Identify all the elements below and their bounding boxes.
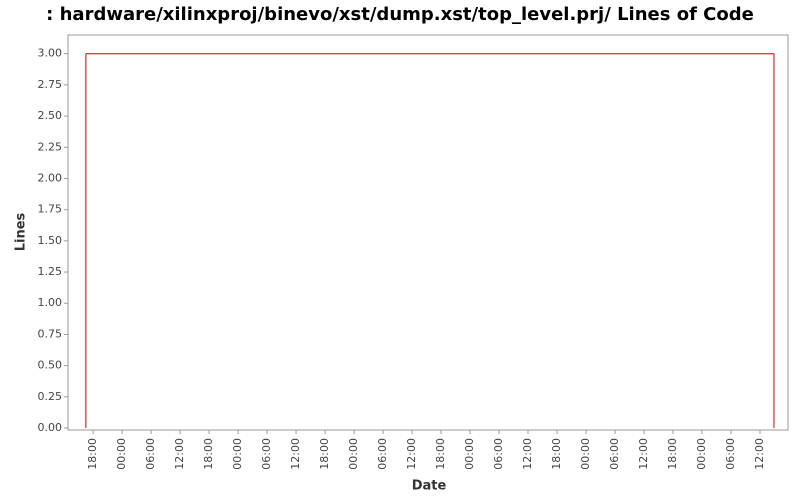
- y-tick-label: 0.50: [38, 359, 63, 372]
- x-tick-label: 06:00: [260, 438, 273, 470]
- x-tick-label: 12:00: [405, 438, 418, 470]
- y-tick-label: 1.50: [38, 234, 63, 247]
- x-tick-label: 18:00: [86, 438, 99, 470]
- y-tick-label: 0.00: [38, 421, 63, 434]
- x-tick-label: 06:00: [724, 438, 737, 470]
- y-axis-label: Lines: [14, 212, 29, 251]
- x-tick-label: 12:00: [173, 438, 186, 470]
- x-tick-label: 06:00: [376, 438, 389, 470]
- x-tick-label: 00:00: [347, 438, 360, 470]
- y-tick-label: 2.00: [38, 171, 63, 184]
- x-tick-label: 18:00: [434, 438, 447, 470]
- y-tick-label: 2.25: [38, 140, 63, 153]
- chart-title: : hardware/xilinxproj/binevo/xst/dump.xs…: [46, 4, 754, 25]
- y-tick-label: 1.25: [38, 265, 63, 278]
- y-tick-label: 0.25: [38, 390, 63, 403]
- x-tick-label: 06:00: [608, 438, 621, 470]
- y-tick-label: 1.75: [38, 203, 63, 216]
- x-tick-label: 00:00: [463, 438, 476, 470]
- x-tick-label: 18:00: [202, 438, 215, 470]
- y-tick-label: 3.00: [38, 47, 63, 60]
- x-tick-label: 12:00: [521, 438, 534, 470]
- x-tick-label: 18:00: [550, 438, 563, 470]
- x-tick-label: 18:00: [666, 438, 679, 470]
- x-tick-label: 18:00: [318, 438, 331, 470]
- y-tick-label: 2.50: [38, 109, 63, 122]
- x-tick-label: 12:00: [753, 438, 766, 470]
- y-tick-label: 2.75: [38, 78, 63, 91]
- x-tick-label: 12:00: [637, 438, 650, 470]
- x-axis-label: Date: [412, 479, 447, 494]
- y-tick-label: 1.00: [38, 296, 63, 309]
- x-tick-label: 00:00: [695, 438, 708, 470]
- x-tick-label: 00:00: [115, 438, 128, 470]
- x-tick-label: 00:00: [231, 438, 244, 470]
- y-tick-label: 0.75: [38, 327, 63, 340]
- plot-area: [67, 34, 789, 431]
- x-tick-label: 12:00: [289, 438, 302, 470]
- x-tick-label: 00:00: [579, 438, 592, 470]
- x-tick-label: 06:00: [492, 438, 505, 470]
- x-tick-label: 06:00: [144, 438, 157, 470]
